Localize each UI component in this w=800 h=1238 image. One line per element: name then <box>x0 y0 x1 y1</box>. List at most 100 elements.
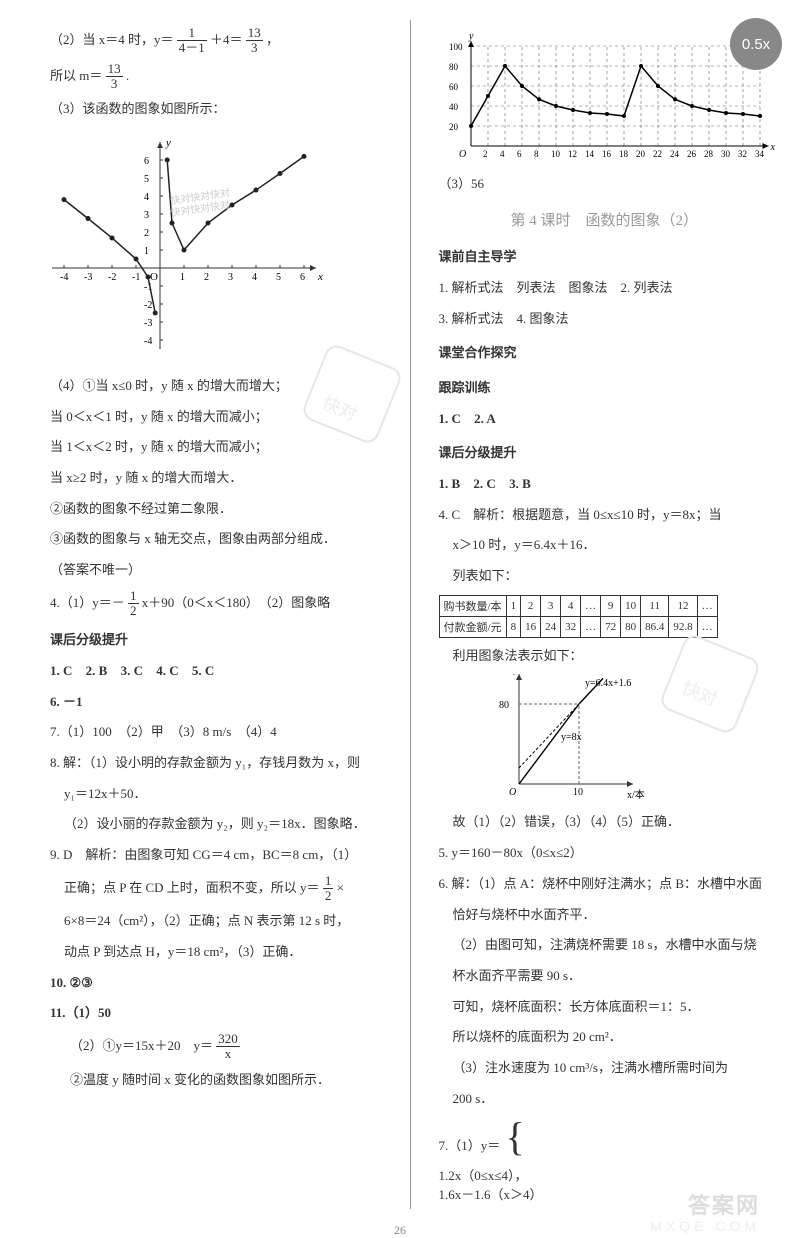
svg-text:-2: -2 <box>108 272 116 283</box>
svg-text:4: 4 <box>500 149 505 159</box>
svg-text:100: 100 <box>449 42 463 52</box>
svg-text:x/本: x/本 <box>627 788 645 801</box>
t: 9. D 解析：由图象可知 CG＝4 cm，BC＝8 cm，（1） <box>50 843 382 868</box>
svg-text:10: 10 <box>551 149 561 159</box>
cell: … <box>581 595 601 616</box>
cell: 72 <box>601 616 621 637</box>
table-row: 购书数量/本 1 2 3 4 … 9 10 11 12 … <box>439 595 717 616</box>
a: 3. C <box>121 663 143 678</box>
a: 4. C <box>156 663 178 678</box>
t: （答案不唯一） <box>50 558 382 583</box>
section-track: 跟踪训练 <box>439 376 771 401</box>
cell: 16 <box>521 616 541 637</box>
lesson-title: 第 4 课时 函数的图象（2） <box>439 207 771 236</box>
svg-text:-3: -3 <box>144 318 152 329</box>
t: × <box>337 880 344 895</box>
svg-text:16: 16 <box>602 149 612 159</box>
svg-text:24: 24 <box>670 149 680 159</box>
t: （3）注水速度为 10 cm³/s，注满水槽所需时间为 <box>439 1056 771 1081</box>
t: 可知，烧杯底面积：长方体底面积＝1：5． <box>439 995 771 1020</box>
t: 所以 m＝ <box>50 67 102 82</box>
a: 3. B <box>509 476 531 491</box>
column-divider <box>410 20 411 1209</box>
t: 当 x≥2 时，y 随 x 的增大而增大． <box>50 466 382 491</box>
brand-url-watermark: MXQE.COM <box>650 1218 760 1234</box>
cell: 86.4 <box>641 616 669 637</box>
t: 4. C 解析：根据题意，当 0≤x≤10 时，y＝8x；当 <box>439 503 771 528</box>
svg-text:8: 8 <box>534 149 539 159</box>
section-pre: 课前自主导学 <box>439 245 771 270</box>
q7: 7.（1）y＝ { <box>439 1117 771 1159</box>
svg-text:2: 2 <box>204 272 209 283</box>
svg-text:2: 2 <box>483 149 488 159</box>
svg-text:40: 40 <box>449 102 459 112</box>
frac: 12 <box>128 589 139 619</box>
cell: … <box>697 616 717 637</box>
frac: 320x <box>216 1032 240 1062</box>
cell: 32 <box>561 616 581 637</box>
t: 6. －1 <box>50 690 382 715</box>
cell: 3 <box>541 595 561 616</box>
t: 故（1）（2）错误，（3）（4）（5）正确． <box>439 810 771 835</box>
svg-text:26: 26 <box>687 149 697 159</box>
ans-row1: 1. C 2. B 3. C 4. C 5. C <box>50 659 382 684</box>
svg-text:28: 28 <box>704 149 714 159</box>
t: （2）设小丽的存款金额为 y₂，则 y₂＝18x．图象略． <box>50 812 382 837</box>
t: 11.（1）50 <box>50 1001 382 1026</box>
svg-text:O: O <box>509 787 516 798</box>
section-after: 课后分级提升 <box>50 628 382 653</box>
svg-text:22: 22 <box>653 149 662 159</box>
a: 1. C <box>50 663 72 678</box>
cell: 12 <box>669 595 697 616</box>
t: ③函数的图象与 x 轴无交点，图象由两部分组成． <box>50 527 382 552</box>
track-ans: 1. C 2. A <box>439 407 771 432</box>
t: x＋90（0＜x＜180） （2）图象略 <box>142 594 331 609</box>
t: ②函数的图象不经过第二象限． <box>50 497 382 522</box>
svg-text:14: 14 <box>585 149 595 159</box>
graph-3: Ox/本y/元1080y=6.4x+1.6y=8x <box>439 674 771 804</box>
svg-text:5: 5 <box>276 272 281 283</box>
a: 5. C <box>192 663 214 678</box>
t: （2）①y＝15x＋20 y＝ <box>70 1038 213 1053</box>
svg-text:y/元: y/元 <box>513 674 531 675</box>
frac: 133 <box>246 26 263 56</box>
frac: 14－1 <box>177 26 207 56</box>
graph-1: 快对快对快对 快对快对快对 xyO-4-3-2-1123456-4-3-2-11… <box>50 128 382 368</box>
table-row: 付款金额/元 8 16 24 32 … 72 80 86.4 92.8 … <box>439 616 717 637</box>
t: 6×8＝24（cm²），（2）正确；点 N 表示第 12 s 时， <box>50 909 382 934</box>
t: 利用图象法表示如下： <box>439 644 771 669</box>
t: 当 1＜x＜2 时，y 随 x 的增大而减小； <box>50 435 382 460</box>
left-so: 所以 m＝ 133 . <box>50 62 382 92</box>
t: 5. y＝160－80x（0≤x≤2） <box>439 841 771 866</box>
t: 正确；点 P 在 CD 上时，面积不变，所以 y＝ <box>64 880 320 895</box>
graph-2-svg: 2468101214161820222426283032342040608010… <box>439 26 779 166</box>
q4: 4.（1）y＝－ 12 x＋90（0＜x＜180） （2）图象略 <box>50 589 382 619</box>
svg-text:6: 6 <box>144 156 149 167</box>
t: （2）由图可知，注满烧杯需要 18 s，水槽中水面与烧 <box>439 933 771 958</box>
svg-text:12: 12 <box>568 149 577 159</box>
cell: 付款金额/元 <box>439 616 506 637</box>
t: . <box>126 67 129 82</box>
t: x＞10 时，y＝6.4x＋16． <box>439 533 771 558</box>
cell: 11 <box>641 595 669 616</box>
a: 1. C <box>439 411 461 426</box>
svg-text:x: x <box>317 271 323 283</box>
t: ②温度 y 随时间 x 变化的函数图象如图所示． <box>50 1068 382 1093</box>
t: 4.（1）y＝－ <box>50 594 125 609</box>
a: 2. C <box>473 476 495 491</box>
svg-text:-1: -1 <box>132 272 140 283</box>
q11-2: （2）①y＝15x＋20 y＝ 320x <box>50 1032 382 1062</box>
graph-2: 2468101214161820222426283032342040608010… <box>439 26 771 166</box>
cell: 10 <box>621 595 641 616</box>
cell: 92.8 <box>669 616 697 637</box>
svg-text:4: 4 <box>252 272 257 283</box>
right-column: 2468101214161820222426283032342040608010… <box>439 20 771 1209</box>
svg-text:5: 5 <box>144 174 149 185</box>
section-coop: 课堂合作探究 <box>439 341 771 366</box>
a: 2. A <box>474 411 496 426</box>
left-l2: （2）当 x＝4 时，y＝ 14－1 ＋4＝ 133 ， <box>50 26 382 56</box>
t: 动点 P 到达点 H，y＝18 cm²，（3）正确． <box>50 940 382 965</box>
page: （2）当 x＝4 时，y＝ 14－1 ＋4＝ 133 ， 所以 m＝ 133 .… <box>0 0 800 1219</box>
t: 所以烧杯的底面积为 20 cm²． <box>439 1025 771 1050</box>
cell: 24 <box>541 616 561 637</box>
